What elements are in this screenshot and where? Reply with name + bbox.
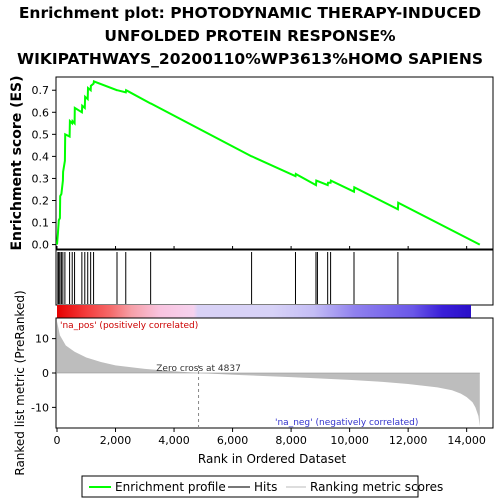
zero-cross-annotation: Zero cross at 4837 xyxy=(156,364,241,374)
rank-color-bar xyxy=(57,305,471,318)
x-tick-label: 8,000 xyxy=(275,434,307,447)
legend-label-enrichment-profile: Enrichment profile xyxy=(115,480,226,494)
hit-lines xyxy=(57,252,399,304)
es-x-ticks xyxy=(56,246,468,249)
es-y-axis-label: Enrichment score (ES) xyxy=(9,75,25,250)
title-line-2: UNFOLDED PROTEIN RESPONSE% xyxy=(104,27,396,45)
x-tick-label: 2,000 xyxy=(100,434,132,447)
es-y-tick-label: 0.1 xyxy=(32,217,50,230)
enrichment-profile-line xyxy=(56,80,481,246)
hits-frame xyxy=(55,249,494,306)
es-y-tick-label: 0.6 xyxy=(32,106,50,119)
hits-panel xyxy=(55,249,494,306)
es-y-tick-label: 0.7 xyxy=(32,84,50,97)
metric-y-tick-label: -10 xyxy=(31,401,49,414)
es-plot-frame xyxy=(55,76,494,250)
es-y-tick-label: 0.4 xyxy=(32,150,50,163)
es-y-axis: 0.0 0.1 0.2 0.3 0.4 0.5 0.6 0.7 xyxy=(32,84,56,252)
legend: Enrichment profile Hits Ranking metric s… xyxy=(81,475,443,498)
title-line-1: Enrichment plot: PHOTODYNAMIC THERAPY-IN… xyxy=(19,4,481,22)
ranking-metric-area xyxy=(57,321,480,427)
metric-x-axis: 0 2,000 4,000 6,000 8,000 10,000 12,000 14,000 xyxy=(54,428,486,447)
metric-y-axis-label: Ranked list metric (PreRanked) xyxy=(13,290,27,475)
metric-y-tick-label: 10 xyxy=(35,333,49,346)
na-neg-annotation: 'na_neg' (negatively correlated) xyxy=(275,418,418,428)
x-tick-label: 0 xyxy=(54,434,61,447)
es-y-tick-label: 0.3 xyxy=(32,172,50,185)
es-y-tick-label: 0.0 xyxy=(32,239,50,252)
x-tick-label: 14,000 xyxy=(447,434,486,447)
x-axis-label: Rank in Ordered Dataset xyxy=(198,452,346,466)
es-y-tick-label: 0.2 xyxy=(32,194,50,207)
x-tick-label: 4,000 xyxy=(158,434,190,447)
metric-y-axis: 10 0 -10 xyxy=(31,333,56,414)
x-tick-label: 12,000 xyxy=(389,434,428,447)
x-tick-label: 10,000 xyxy=(330,434,369,447)
metric-panel: 10 0 -10 0 2,000 4,000 6,000 8,000 10,000 12,000… xyxy=(13,290,494,476)
x-tick-label: 6,000 xyxy=(217,434,249,447)
es-y-tick-label: 0.5 xyxy=(32,128,50,141)
metric-y-tick-label: 0 xyxy=(42,367,49,380)
rank-gradient-bar xyxy=(57,305,471,318)
na-pos-annotation: 'na_pos' (positively correlated) xyxy=(60,321,198,331)
legend-label-ranking-metric-scores: Ranking metric scores xyxy=(310,480,443,494)
es-panel: 0.0 0.1 0.2 0.3 0.4 0.5 0.6 0.7 Enrichment scor… xyxy=(9,75,494,252)
title-line-3: WIKIPATHWAYS_20200110%WP3613%HOMO SAPIEN… xyxy=(17,50,483,68)
chart-title: Enrichment plot: PHOTODYNAMIC THERAPY-IN… xyxy=(17,4,483,68)
legend-label-hits: Hits xyxy=(254,480,277,494)
